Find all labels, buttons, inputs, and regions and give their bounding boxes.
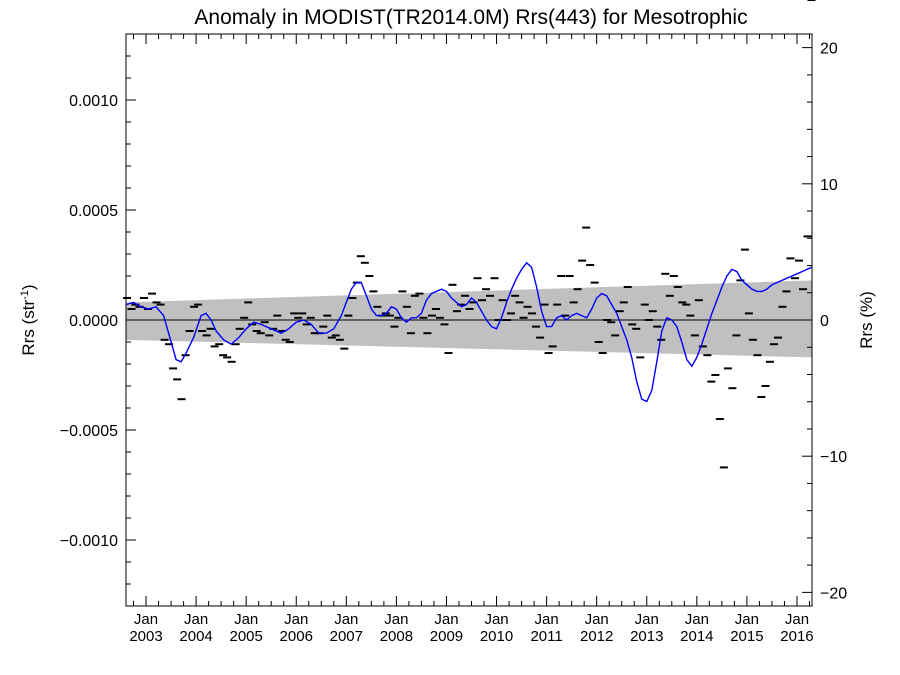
smoothed-series-line: [125, 261, 813, 403]
x-tick-label-month: Jan: [184, 611, 208, 628]
y-right-tick-label: 10: [820, 177, 838, 194]
x-tick-label-month: Jan: [134, 611, 158, 628]
x-tick-label-month: Jan: [785, 611, 809, 628]
x-tick-label-month: Jan: [585, 611, 609, 628]
x-tick-label-month: Jan: [284, 611, 308, 628]
x-tick-label-month: Jan: [635, 611, 659, 628]
plot-area: [123, 0, 816, 469]
x-tick-label-month: Jan: [685, 611, 709, 628]
x-tick-label-month: Jan: [334, 611, 358, 628]
trend-band: [126, 280, 812, 358]
x-tick-label-month: Jan: [384, 611, 408, 628]
y-left-tick-label: 0.0010: [69, 93, 118, 110]
x-tick-label-year: 2010: [480, 628, 513, 645]
y-axis-right-label: Rrs (%): [857, 291, 876, 349]
x-tick-label-year: 2015: [730, 628, 763, 645]
y-axis-left-label: Rrs (str-1): [19, 284, 38, 355]
x-tick-label-month: Jan: [434, 611, 458, 628]
x-tick-label-month: Jan: [234, 611, 258, 628]
x-tick-label-year: 2008: [380, 628, 413, 645]
axes: 0.00100.00050.0000−0.0005−0.001020100−10…: [60, 33, 847, 645]
x-tick-label-year: 2014: [680, 628, 713, 645]
x-tick-label-year: 2007: [330, 628, 363, 645]
y-right-tick-label: −10: [820, 449, 847, 466]
x-tick-label-year: 2016: [780, 628, 813, 645]
x-tick-label-year: 2003: [129, 628, 162, 645]
y-right-tick-label: 0: [820, 313, 829, 330]
x-tick-label-year: 2006: [280, 628, 313, 645]
y-right-tick-label: −20: [820, 585, 847, 602]
x-tick-label-month: Jan: [484, 611, 508, 628]
y-left-tick-label: −0.0010: [60, 533, 118, 550]
x-tick-label-year: 2013: [630, 628, 663, 645]
x-tick-label-month: Jan: [735, 611, 759, 628]
x-tick-label-year: 2004: [179, 628, 212, 645]
chart-title: Anomaly in MODIST(TR2014.0M) Rrs(443) fo…: [194, 6, 747, 29]
y-left-tick-label: 0.0000: [69, 313, 118, 330]
y-left-tick-label: 0.0005: [69, 203, 118, 220]
x-tick-label-year: 2011: [530, 628, 562, 645]
x-tick-label-year: 2009: [430, 628, 463, 645]
x-tick-label-month: Jan: [535, 611, 559, 628]
y-right-tick-label: 20: [820, 41, 838, 58]
x-tick-label-year: 2005: [229, 628, 262, 645]
x-tick-label-year: 2012: [580, 628, 613, 645]
y-left-tick-label: −0.0005: [60, 423, 118, 440]
